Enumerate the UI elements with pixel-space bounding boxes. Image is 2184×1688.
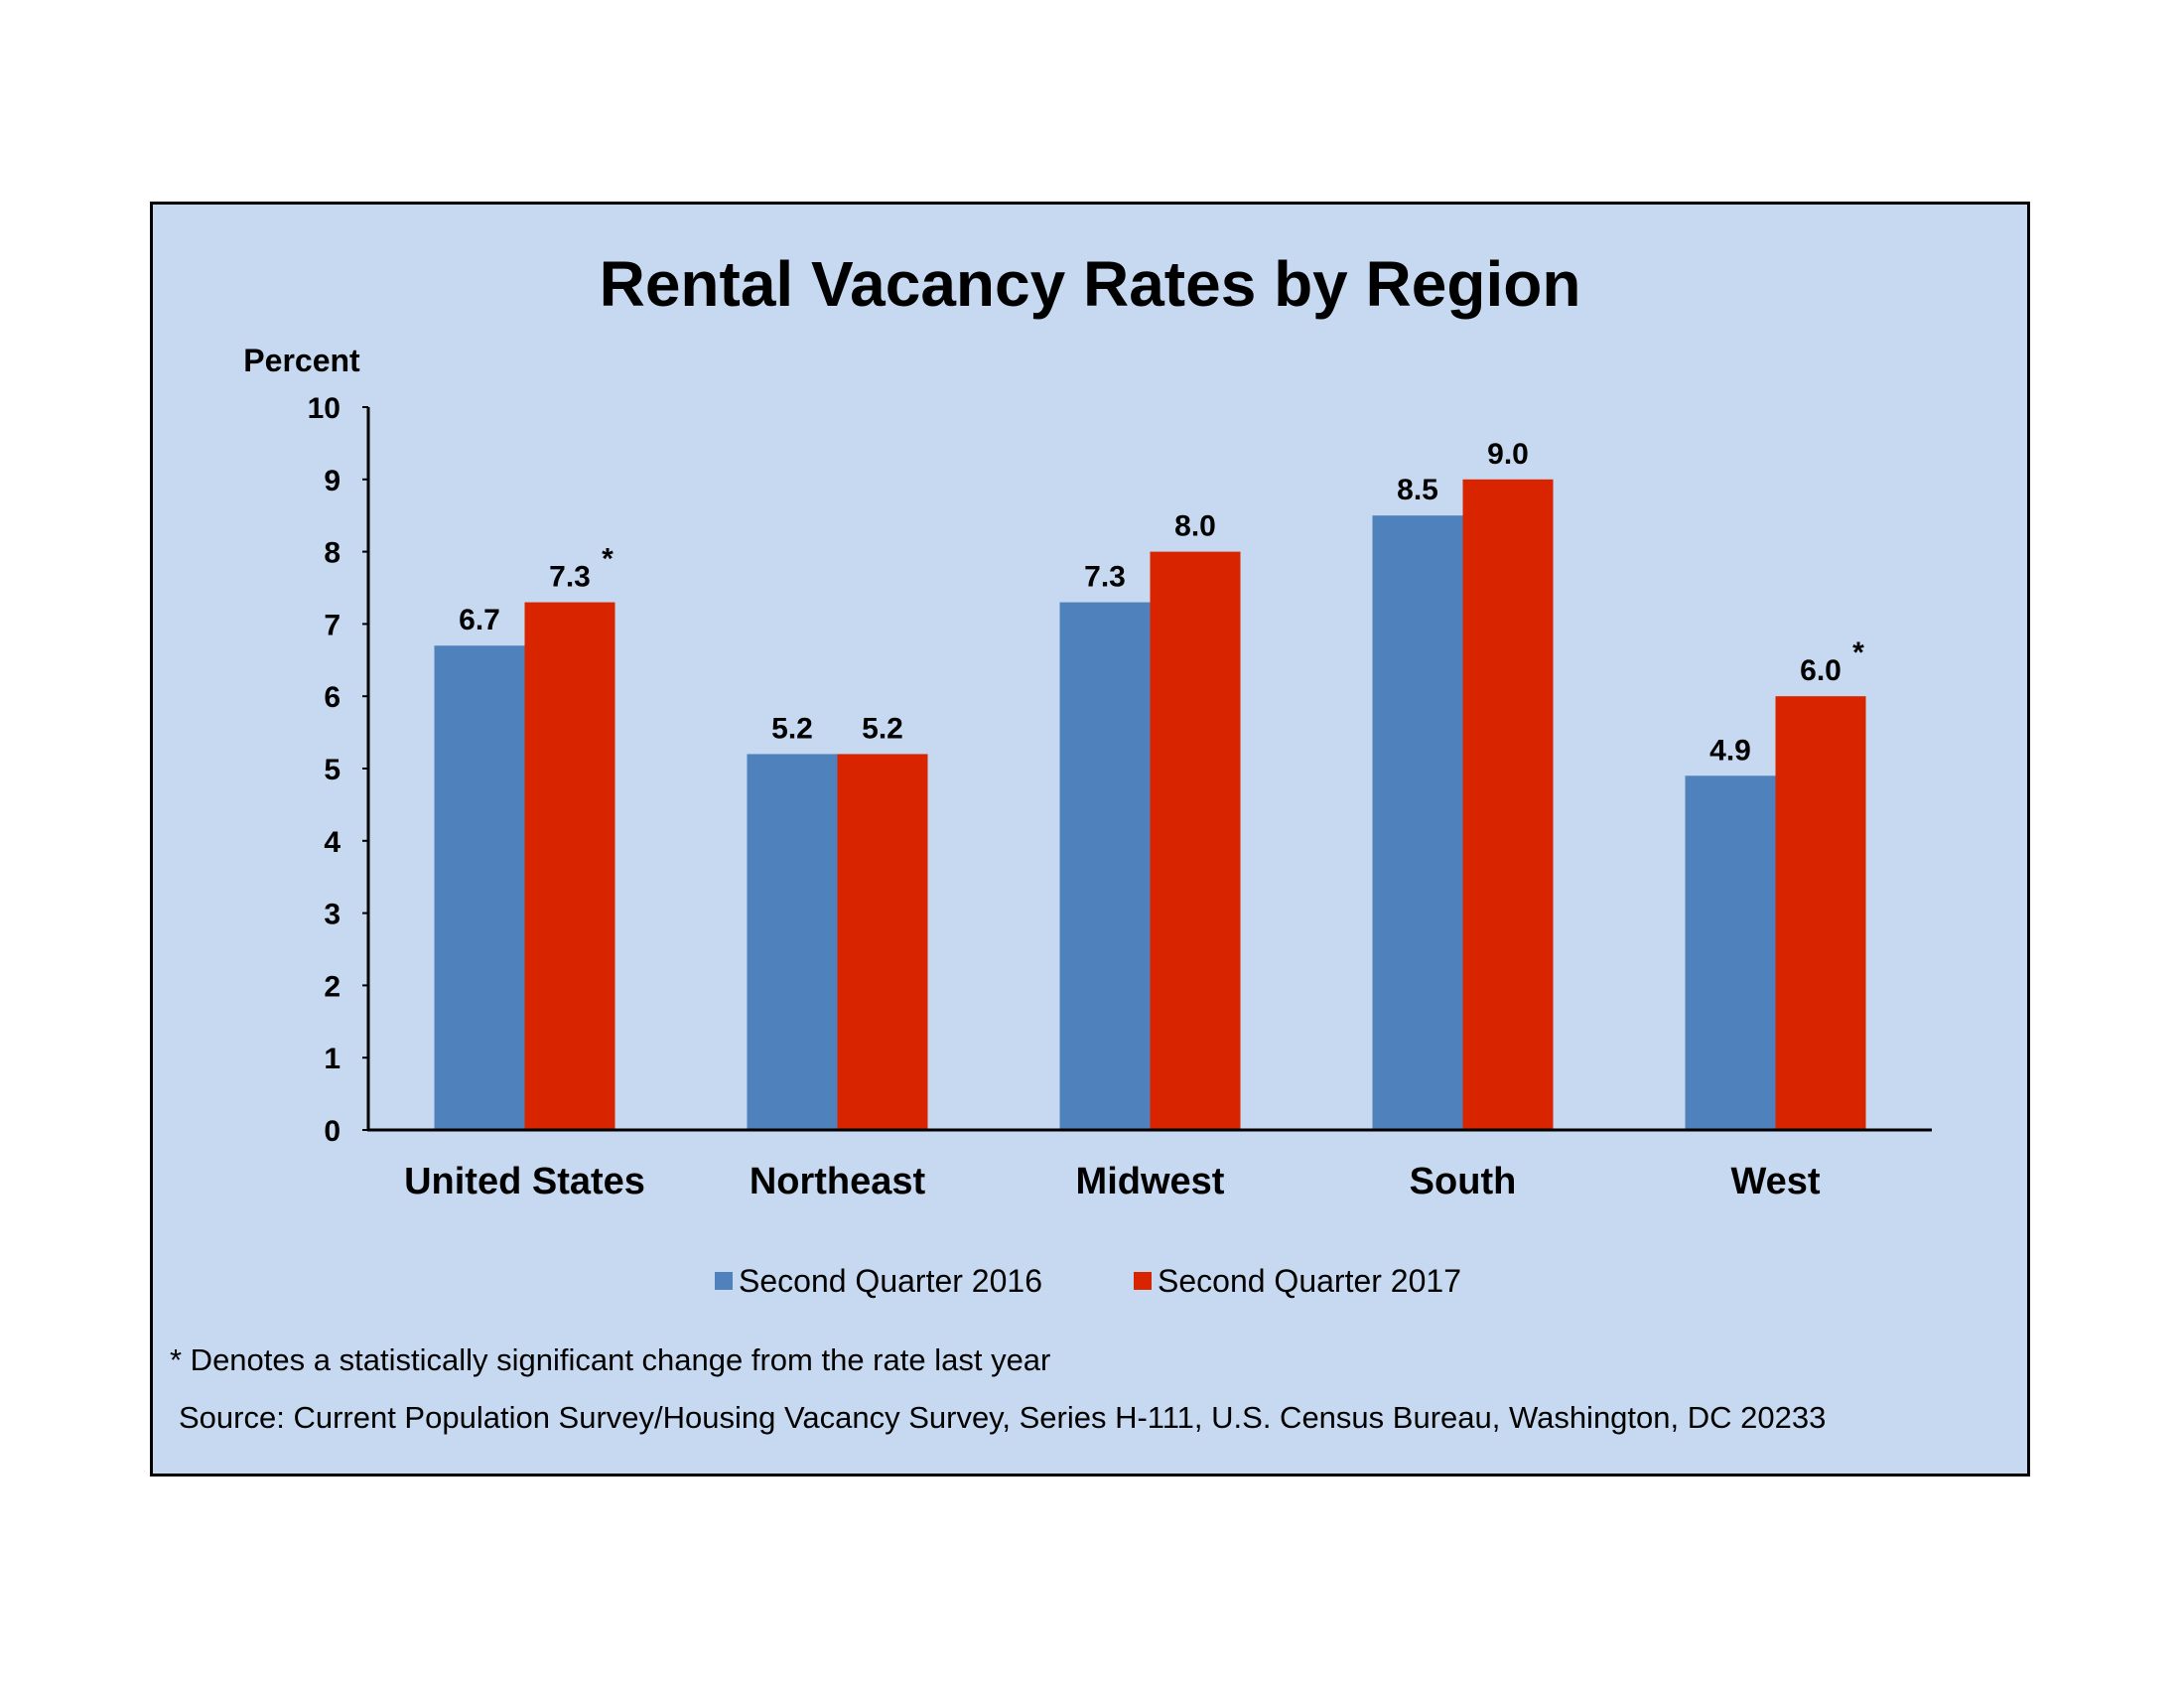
source-note: Source: Current Population Survey/Housin… bbox=[179, 1400, 1826, 1435]
y-tick-label: 6 bbox=[324, 681, 341, 714]
bar-value-label: 7.3 bbox=[1084, 561, 1126, 594]
bar-value-label: 5.2 bbox=[862, 712, 903, 745]
legend-label: Second Quarter 2016 bbox=[739, 1263, 1042, 1299]
data-label-group: 6.7 7.3 * 5.2 5.2 7.3 8.0 8.5 9.0 4.9 6.0 * bbox=[459, 438, 1864, 767]
legend-swatch bbox=[715, 1272, 733, 1290]
bar bbox=[1372, 515, 1463, 1130]
category-label: Northeast bbox=[750, 1161, 926, 1202]
bar-value-label: 6.7 bbox=[459, 604, 500, 636]
significance-marker: * bbox=[1852, 636, 1864, 669]
y-tick-label: 9 bbox=[324, 465, 341, 497]
category-label: United States bbox=[404, 1161, 645, 1202]
bar-value-label: 7.3 bbox=[549, 561, 591, 594]
y-tick-label: 7 bbox=[324, 609, 341, 641]
category-label: Midwest bbox=[1076, 1161, 1225, 1202]
footnote: * Denotes a statistically significant ch… bbox=[170, 1342, 1050, 1377]
bar-value-label: 8.5 bbox=[1397, 474, 1438, 506]
y-tick-label: 0 bbox=[324, 1115, 341, 1148]
legend-label: Second Quarter 2017 bbox=[1158, 1263, 1461, 1299]
legend: Second Quarter 2016 Second Quarter 2017 bbox=[715, 1263, 1461, 1299]
y-tick-label: 3 bbox=[324, 899, 341, 931]
y-tick-label: 10 bbox=[308, 392, 341, 425]
bar bbox=[434, 645, 525, 1130]
y-tick-label: 4 bbox=[324, 826, 341, 859]
bar-group bbox=[434, 479, 1866, 1130]
bar-value-label: 6.0 bbox=[1800, 654, 1842, 687]
significance-marker: * bbox=[602, 543, 614, 576]
chart-title: Rental Vacancy Rates by Region bbox=[600, 248, 1581, 320]
bar bbox=[837, 754, 928, 1130]
category-label-group: United States Northeast Midwest South West bbox=[404, 1161, 1821, 1202]
bar-value-label: 4.9 bbox=[1709, 734, 1751, 767]
bar-value-label: 9.0 bbox=[1487, 438, 1529, 471]
bar-value-label: 5.2 bbox=[771, 712, 813, 745]
y-tick-label: 8 bbox=[324, 537, 341, 570]
bar bbox=[1059, 602, 1151, 1130]
chart-panel: Rental Vacancy Rates by Region Percent 0… bbox=[150, 202, 2030, 1477]
y-axis-ticks: 0 1 2 3 4 5 6 7 8 9 10 bbox=[308, 392, 368, 1148]
legend-swatch bbox=[1134, 1272, 1152, 1290]
y-tick-label: 2 bbox=[324, 970, 341, 1003]
bar bbox=[747, 754, 838, 1130]
y-tick-label: 1 bbox=[324, 1043, 341, 1075]
bar bbox=[1775, 696, 1866, 1130]
bar bbox=[1685, 775, 1776, 1130]
bar bbox=[1462, 479, 1554, 1130]
y-tick-label: 5 bbox=[324, 754, 341, 786]
chart-svg: Rental Vacancy Rates by Region Percent 0… bbox=[170, 248, 1932, 1435]
y-axis-label: Percent bbox=[243, 343, 360, 378]
category-label: South bbox=[1410, 1161, 1517, 1202]
bar bbox=[524, 602, 615, 1130]
bar-value-label: 8.0 bbox=[1174, 510, 1216, 543]
category-label: West bbox=[1730, 1161, 1820, 1202]
bar bbox=[1150, 551, 1241, 1130]
